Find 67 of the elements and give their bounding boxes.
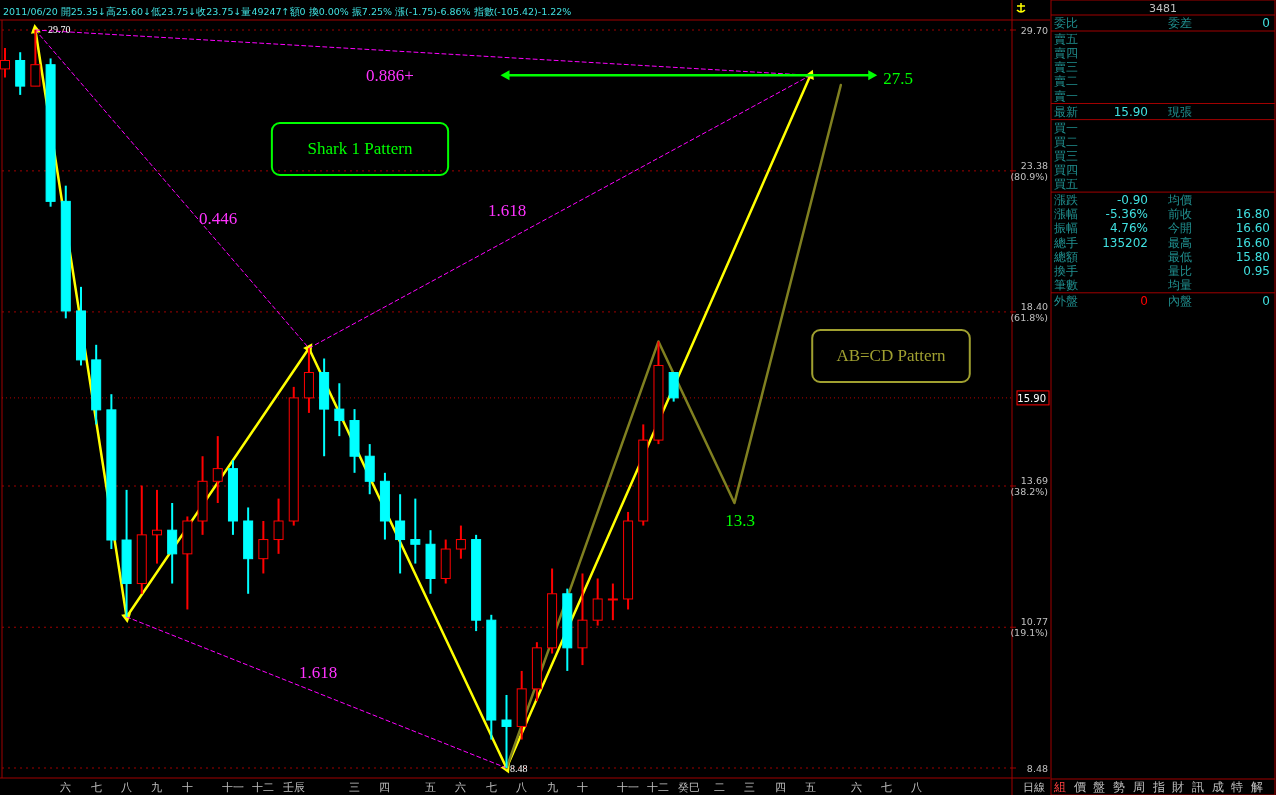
- annotation: AB=CD Pattern: [836, 346, 947, 365]
- annotation: 1.618: [298, 663, 338, 682]
- x-tick-label: 六: [60, 781, 72, 794]
- text: 委比 委差 0: [1054, 16, 1270, 30]
- annotation: 29.70: [48, 24, 71, 35]
- x-tick-label: 十二: [647, 781, 670, 794]
- text: 買三: [1054, 148, 1078, 163]
- annotation: 27.5: [883, 69, 913, 88]
- text: 3481: [1149, 2, 1177, 15]
- text: 買二: [1054, 134, 1078, 149]
- text: 買一: [1054, 120, 1078, 135]
- x-tick-label: 七: [485, 781, 497, 794]
- text: 買四: [1054, 163, 1078, 177]
- x-tick-label: 七: [90, 781, 102, 794]
- x-tick-label: 十二: [252, 781, 275, 794]
- text: 賣二: [1054, 74, 1078, 89]
- annotation: 13.3: [725, 511, 755, 530]
- x-tick-label: 十一: [221, 781, 244, 794]
- y-tick-label: 10.77 (19.1%): [1010, 616, 1048, 639]
- annotation: 1.618: [487, 201, 527, 220]
- text: 賣三: [1054, 60, 1078, 75]
- x-tick-label: 四: [774, 781, 786, 794]
- text: 最新 15.90 現張: [1054, 104, 1192, 119]
- text: 組 價 盤 勢 周 指 財 訊 成 特 解: [1054, 780, 1263, 794]
- text: 賣一: [1054, 88, 1078, 103]
- text: 漲跌 -0.90 均價: [1054, 193, 1192, 208]
- x-tick-label: 六: [850, 781, 862, 794]
- x-tick-label: 七: [880, 781, 892, 794]
- x-tick-label: 九: [151, 781, 163, 794]
- annotation: 0.886+: [366, 66, 414, 85]
- x-tick-label: 四: [379, 781, 391, 794]
- y-tick-label: 18.40 (61.8%): [1010, 300, 1048, 323]
- annotation: Shark 1 Pattern: [307, 139, 413, 158]
- x-tick-label: 十一: [617, 781, 640, 794]
- x-tick-label: 三: [349, 781, 361, 794]
- ref-line-label: 15.90: [1017, 392, 1046, 404]
- x-tick-label: 八: [516, 781, 528, 794]
- x-tick-label: 八: [911, 781, 923, 794]
- x-tick-label: 二: [713, 781, 725, 794]
- text: 總手 135202 最高 16.60: [1054, 235, 1270, 250]
- x-tick-label: 九: [546, 781, 558, 794]
- text: 賣四: [1054, 46, 1078, 61]
- text: 買五: [1054, 177, 1078, 192]
- x-tick-label: 壬辰: [282, 781, 305, 794]
- y-tick-label: 29.70: [1020, 24, 1048, 36]
- text: 外盤 0 內盤 0: [1054, 293, 1270, 308]
- x-tick-label: 八: [121, 781, 133, 794]
- chart-subtitle: 2011/06/20 開25.35↓高25.60↓低23.75↓收23.75↓量49247↑額0 換0.00% 振7.25% 漲(-1.75)-6.86% 指數(-105.42)-1.22%: [3, 6, 572, 17]
- x-tick-label: 十: [181, 781, 193, 794]
- x-tick-label: 十: [576, 781, 588, 794]
- x-tick-label: 六: [455, 781, 467, 794]
- text: 總額 最低 15.80: [1054, 249, 1270, 264]
- text: 筆數 均量: [1054, 277, 1192, 292]
- text: 換手 量比 0.95: [1054, 263, 1270, 278]
- x-tick-label: 五: [804, 781, 816, 794]
- annotation: 0.446: [198, 209, 238, 228]
- text: 賣五: [1054, 32, 1078, 47]
- y-tick-label: 13.69 (38.2%): [1010, 475, 1048, 497]
- annotation: 8.48: [510, 763, 528, 774]
- text: 振幅 4.76% 今開 16.60: [1054, 221, 1270, 236]
- x-tick-label: 三: [744, 781, 756, 794]
- y-tick-label: 23.38 (80.9%): [1010, 159, 1048, 182]
- text: 漲幅 -5.36% 前收 16.80: [1054, 207, 1270, 222]
- x-tick-label: 癸巳: [677, 781, 700, 794]
- text: 日線: [1023, 781, 1045, 793]
- y-tick-label: 8.48: [1026, 762, 1048, 774]
- x-tick-label: 五: [425, 781, 437, 794]
